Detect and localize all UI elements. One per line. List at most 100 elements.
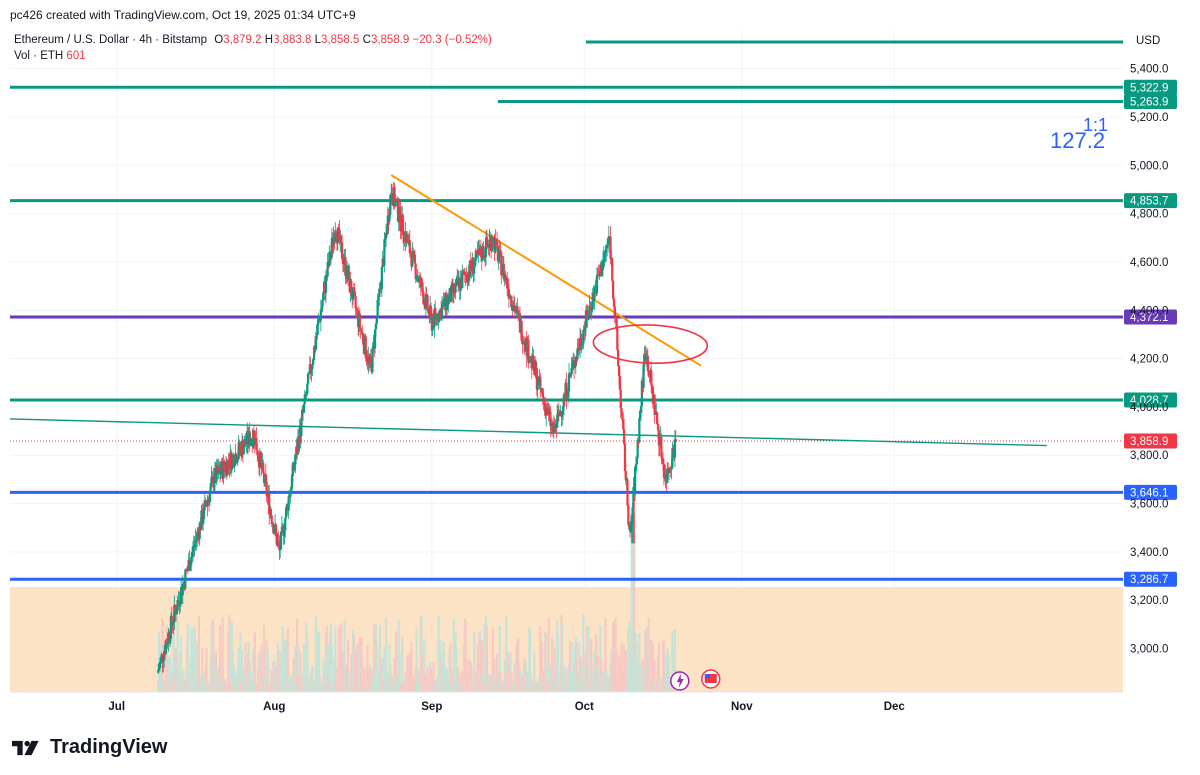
candle-body xyxy=(352,288,355,292)
candle-body xyxy=(176,600,179,611)
candle-body xyxy=(463,271,466,276)
volume-bar xyxy=(539,626,542,692)
candle-body xyxy=(162,660,165,663)
candle-body xyxy=(528,361,531,363)
candle-body xyxy=(256,449,259,456)
symbol-label[interactable]: Ethereum / U.S. Dollar · 4h · Bitstamp xyxy=(14,34,208,46)
volume-bar xyxy=(540,642,544,692)
volume-bar xyxy=(180,637,183,692)
candle-body xyxy=(235,461,239,463)
candle-body xyxy=(472,257,475,274)
volume-bar xyxy=(415,627,418,692)
volume-bar xyxy=(345,665,348,692)
candle-body xyxy=(496,245,499,261)
candle-body xyxy=(384,238,387,240)
volume-bar xyxy=(483,623,486,692)
volume-bar xyxy=(346,639,350,692)
volume-bar xyxy=(673,628,677,692)
candle-body xyxy=(273,531,276,534)
candle-body xyxy=(556,414,559,428)
volume-bar xyxy=(330,644,333,692)
volume-bar xyxy=(390,675,394,692)
volume-bar xyxy=(517,638,520,692)
candle-body xyxy=(338,229,341,243)
candle-body xyxy=(293,464,296,470)
candle-body xyxy=(168,638,172,640)
volume-bar xyxy=(561,622,564,692)
candle-body xyxy=(311,364,314,369)
volume-bar xyxy=(194,637,197,692)
candle-body xyxy=(663,477,666,479)
candle-body xyxy=(577,348,580,350)
candle-body xyxy=(307,372,311,374)
candle-body xyxy=(310,368,313,374)
volume-bar xyxy=(170,672,173,692)
candle-body xyxy=(454,285,457,293)
candle-body xyxy=(656,412,659,424)
volume-bar xyxy=(335,668,338,692)
candle-body xyxy=(632,487,635,508)
candle-body xyxy=(353,291,356,297)
volume-bar xyxy=(624,650,627,692)
volume-bar xyxy=(296,646,300,692)
candle-body xyxy=(464,275,467,277)
candle-body xyxy=(540,387,544,394)
candle-body xyxy=(196,531,199,540)
volume-bar xyxy=(343,620,346,692)
volume-bar xyxy=(306,637,309,692)
candle-body xyxy=(612,298,616,307)
candle-body xyxy=(202,518,205,525)
level-tag xyxy=(1124,193,1177,209)
price-tick-label: 5,000.0 xyxy=(1130,160,1168,172)
candle-body xyxy=(429,306,433,314)
candle-body xyxy=(506,288,510,290)
candle-body xyxy=(549,411,552,427)
volume-bar xyxy=(408,652,411,692)
candle-body xyxy=(593,289,596,301)
volume-bar xyxy=(488,673,491,692)
currency-label[interactable]: USD xyxy=(1136,35,1161,47)
candle-body xyxy=(484,237,488,257)
candle-body xyxy=(490,244,494,251)
candle-body xyxy=(266,495,269,497)
candle-body xyxy=(616,328,619,351)
candle-body xyxy=(620,408,623,412)
candle-body xyxy=(185,570,189,572)
candle-body xyxy=(643,353,646,364)
candle-body xyxy=(629,525,632,532)
candle-body xyxy=(186,568,189,571)
volume-label[interactable]: Vol · ETH xyxy=(14,50,64,62)
candle-body xyxy=(222,461,225,479)
candle-body xyxy=(227,460,230,464)
price-tick-label: 4,000.0 xyxy=(1130,402,1168,414)
candle-body xyxy=(280,526,283,532)
fib-extension-label: 127.2 xyxy=(1050,128,1105,153)
candle-body xyxy=(606,244,609,249)
volume-bar xyxy=(384,617,388,692)
candle-body xyxy=(384,233,388,239)
candle-body xyxy=(332,236,335,247)
candle-body xyxy=(290,474,294,489)
candle-body xyxy=(170,615,173,625)
candle-body xyxy=(272,523,275,534)
open-value: 3,879.2 xyxy=(223,34,262,46)
volume-bar xyxy=(176,615,179,692)
candle-body xyxy=(198,522,201,539)
volume-bar xyxy=(507,663,511,692)
volume-bar xyxy=(362,667,366,692)
candle-body xyxy=(426,295,429,311)
candle-body xyxy=(406,234,409,243)
candle-body xyxy=(312,359,315,365)
candle-body xyxy=(184,569,187,589)
candle-body xyxy=(298,425,301,449)
candle-body xyxy=(485,237,488,246)
candle-body xyxy=(569,374,572,377)
volume-bar xyxy=(393,657,396,692)
candle-body xyxy=(630,519,633,526)
candle-body xyxy=(609,236,612,259)
candle-body xyxy=(270,515,273,524)
candle-body xyxy=(377,296,380,301)
candle-body xyxy=(520,320,523,341)
